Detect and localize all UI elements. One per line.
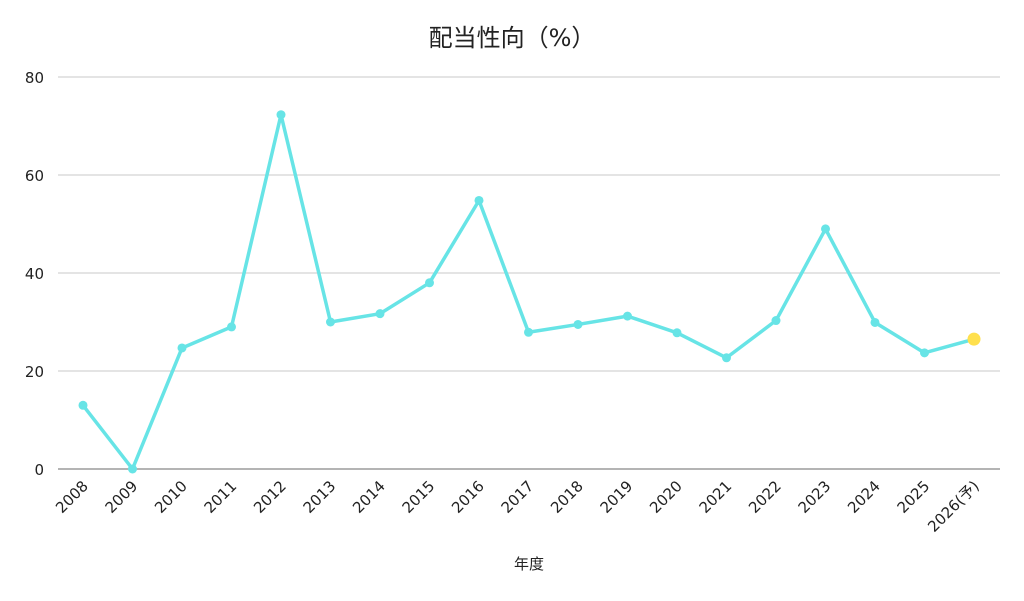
x-tick-label: 2012 bbox=[250, 477, 290, 517]
x-axis-title: 年度 bbox=[513, 555, 544, 573]
data-point bbox=[623, 311, 632, 321]
data-point bbox=[722, 353, 731, 363]
x-tick-label: 2008 bbox=[52, 477, 92, 517]
x-tick-label: 2015 bbox=[399, 477, 439, 517]
data-point bbox=[474, 195, 484, 205]
data-point bbox=[771, 316, 781, 326]
data-point bbox=[326, 317, 335, 327]
forecast-point bbox=[967, 332, 981, 346]
data-point bbox=[524, 327, 533, 337]
y-tick-label: 80 bbox=[25, 69, 44, 87]
data-point bbox=[276, 110, 286, 120]
x-tick-label: 2017 bbox=[498, 477, 538, 517]
data-point bbox=[227, 322, 236, 332]
x-tick-label: 2023 bbox=[795, 477, 835, 517]
y-tick-label: 60 bbox=[25, 167, 44, 185]
data-point bbox=[425, 278, 434, 288]
x-tick-label: 2025 bbox=[894, 477, 934, 517]
x-tick-label: 2016 bbox=[448, 477, 488, 517]
y-tick-label: 0 bbox=[34, 461, 44, 479]
data-point bbox=[821, 224, 830, 234]
chart-title: 配当性向（%） bbox=[428, 24, 596, 52]
x-tick-label: 2009 bbox=[102, 477, 142, 517]
x-tick-label: 2026(予) bbox=[924, 477, 983, 536]
data-point bbox=[78, 400, 88, 410]
x-tick-label: 2020 bbox=[646, 477, 686, 517]
x-tick-label: 2022 bbox=[745, 477, 785, 517]
x-tick-label: 2021 bbox=[696, 477, 736, 517]
y-tick-label: 20 bbox=[25, 363, 44, 381]
x-tick-label: 2010 bbox=[151, 477, 191, 517]
series-line bbox=[81, 112, 976, 471]
data-point bbox=[672, 328, 682, 338]
x-tick-label: 2014 bbox=[349, 477, 389, 517]
x-tick-label: 2018 bbox=[547, 477, 587, 517]
data-point bbox=[375, 309, 385, 319]
data-point bbox=[573, 319, 583, 329]
y-tick-label: 40 bbox=[25, 265, 44, 283]
x-tick-label: 2019 bbox=[597, 477, 637, 517]
x-tick-label: 2024 bbox=[844, 477, 884, 517]
data-point bbox=[128, 464, 137, 474]
data-point bbox=[920, 348, 929, 358]
x-tick-label: 2011 bbox=[201, 477, 241, 517]
data-point bbox=[870, 317, 880, 327]
data-point bbox=[177, 343, 187, 353]
x-tick-label: 2013 bbox=[300, 477, 340, 517]
